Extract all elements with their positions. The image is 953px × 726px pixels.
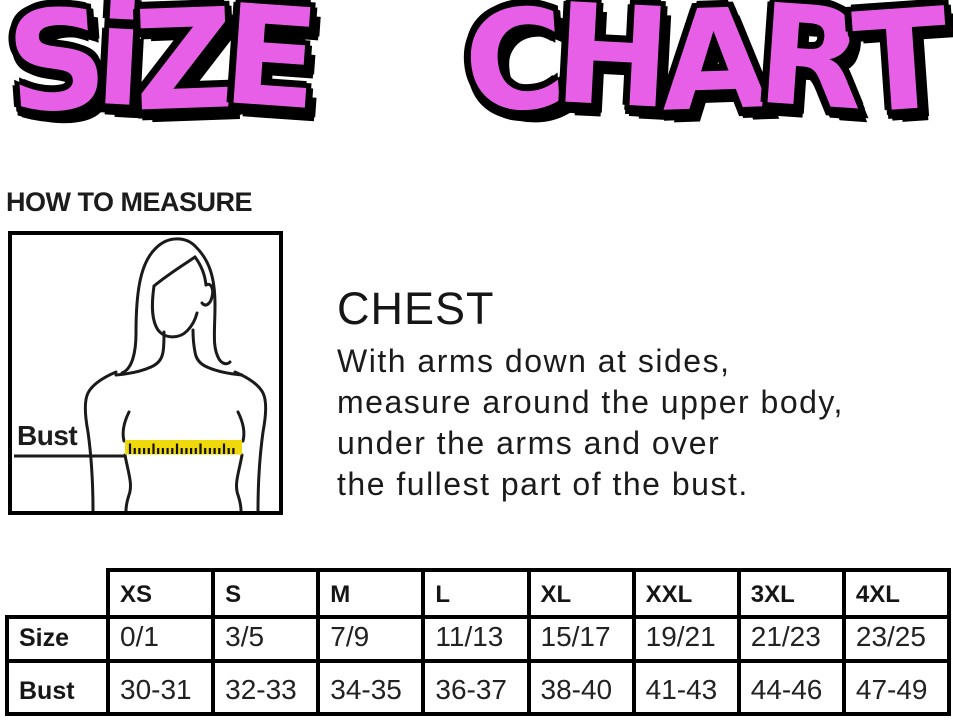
column-header-xs: XS (105, 568, 216, 619)
column-header-xl: XL (526, 568, 636, 619)
measurement-figure-box: Bust (8, 231, 283, 515)
hairline-right (193, 255, 208, 287)
ear (200, 282, 215, 307)
table-row-size: Size 0/1 3/5 7/9 11/13 15/17 19/21 21/23… (5, 615, 952, 663)
chest-instructions: CHEST With arms down at sides, measure a… (337, 284, 947, 505)
title-word-chart: CHART (458, 0, 950, 146)
instruction-line-2: measure around the upper body, (337, 383, 844, 420)
size-value-xl: 15/17 (526, 615, 636, 663)
size-value-s: 3/5 (211, 615, 321, 663)
torso-inner-right-bottom (235, 453, 244, 511)
tape-tick-marks (128, 443, 235, 454)
how-to-measure-heading: HOW TO MEASURE (6, 187, 253, 217)
column-header-xxl: XXL (631, 568, 741, 619)
row-label-bust: Bust (5, 659, 110, 716)
fringe-line (152, 255, 197, 288)
row-label-size: Size (5, 615, 110, 663)
size-value-xs: 0/1 (105, 615, 216, 663)
neck-left (149, 330, 166, 369)
bust-value-4xl: 47-49 (841, 659, 952, 716)
size-value-m: 7/9 (316, 615, 426, 663)
column-header-s: S (211, 568, 321, 619)
torso-inner-left-top (121, 410, 131, 443)
arm-outer-right (233, 370, 268, 511)
page-title: SiZE CHART (1, 0, 950, 146)
bust-value-xl: 38-40 (526, 659, 636, 716)
bust-value-l: 36-37 (421, 659, 531, 716)
instruction-line-3: under the arms and over (337, 424, 721, 461)
bust-value-xxl: 41-43 (631, 659, 741, 716)
woman-torso-illustration (14, 237, 268, 511)
title-word-size: SiZE (1, 0, 320, 146)
shoulder-line-left (114, 365, 153, 377)
bust-value-3xl: 44-46 (736, 659, 846, 716)
arm-outer-left (83, 370, 118, 511)
table-header-row: XS S M L XL XXL 3XL 4XL (7, 568, 952, 619)
instruction-line-4: the fullest part of the bust. (337, 465, 749, 502)
column-header-3xl: 3XL (736, 568, 846, 619)
instruction-line-1: With arms down at sides, (337, 342, 731, 379)
size-value-xxl: 19/21 (631, 615, 741, 663)
torso-inner-right-top (236, 410, 246, 443)
neck-right (191, 328, 209, 369)
bust-label: Bust (17, 420, 78, 451)
hair-outline (120, 237, 232, 375)
bust-value-s: 32-33 (211, 659, 321, 716)
size-value-4xl: 23/25 (841, 615, 952, 663)
column-header-l: L (421, 568, 531, 619)
bust-value-xs: 30-31 (105, 659, 216, 716)
torso-inner-left-bottom (123, 453, 132, 511)
face-outline (150, 284, 199, 339)
chest-heading: CHEST (337, 283, 495, 334)
table-row-bust: Bust 30-31 32-33 34-35 36-37 38-40 41-43… (5, 659, 952, 716)
column-header-m: M (316, 568, 426, 619)
size-chart-table: XS S M L XL XXL 3XL 4XL Size 0/1 3/5 7/9… (5, 568, 952, 716)
table-corner-cell (7, 570, 108, 617)
size-value-3xl: 21/23 (736, 615, 846, 663)
size-value-l: 11/13 (421, 615, 531, 663)
column-header-4xl: 4XL (841, 568, 952, 619)
bust-value-m: 34-35 (316, 659, 426, 716)
